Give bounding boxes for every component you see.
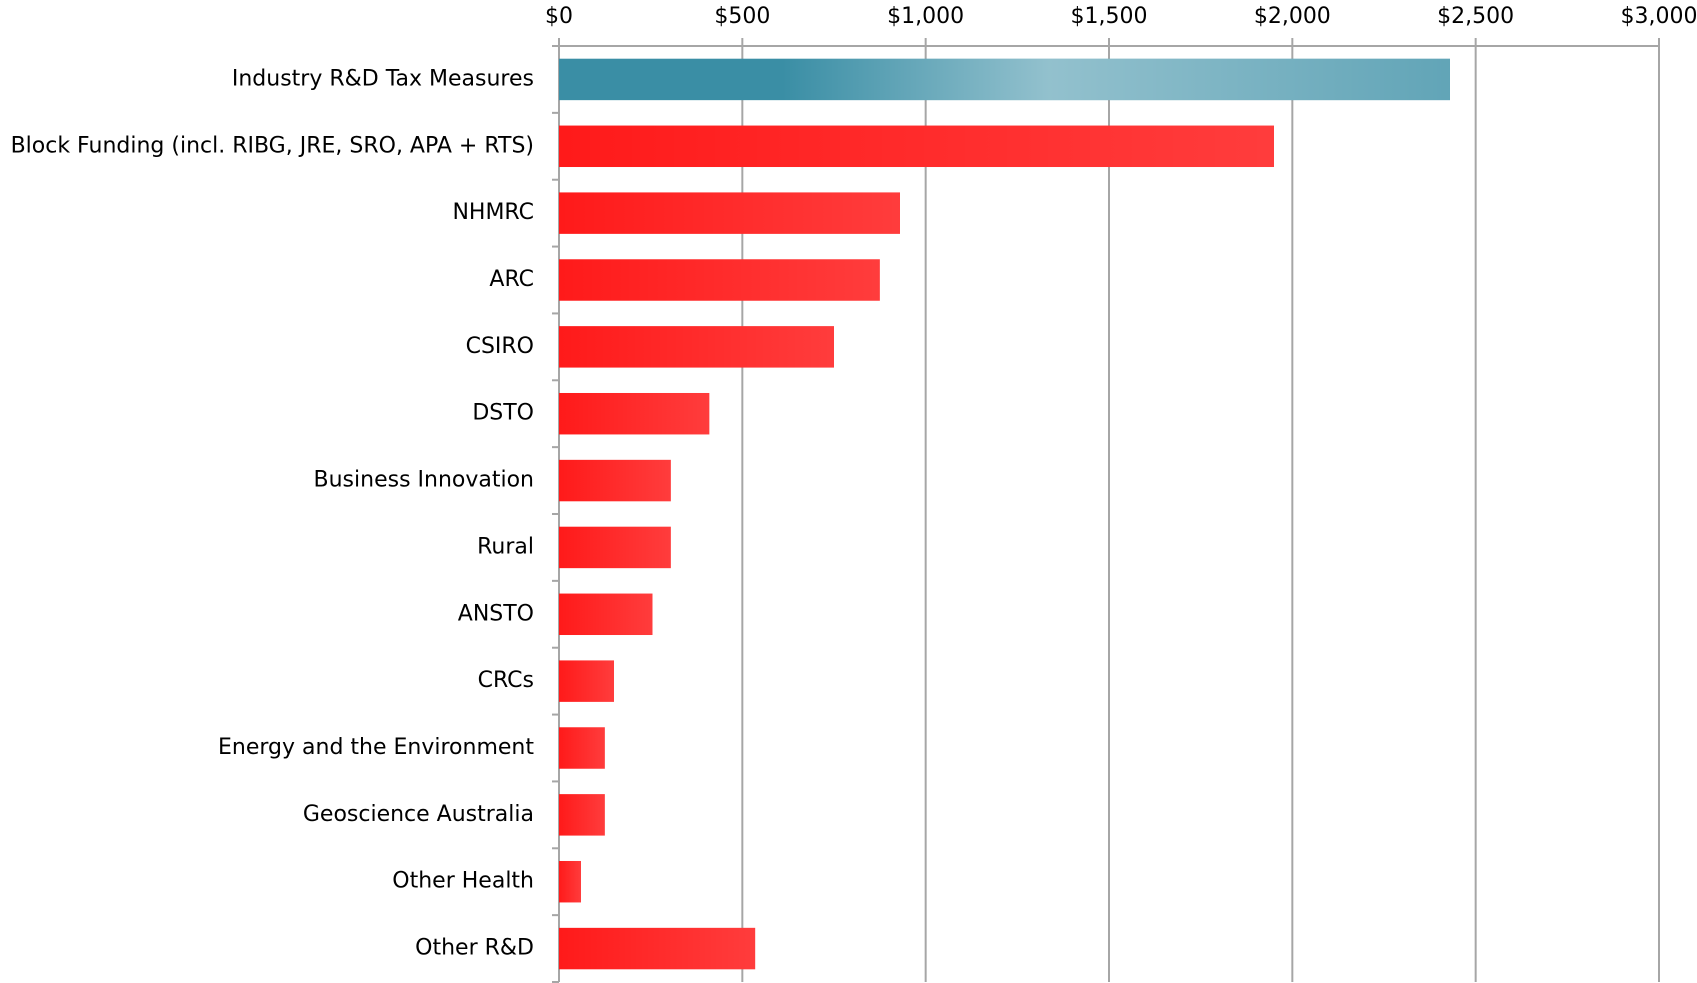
y-tick-label: ANSTO — [458, 601, 534, 626]
y-tick-label: DSTO — [472, 401, 534, 426]
bar — [559, 593, 653, 636]
bar — [559, 259, 880, 301]
bar — [559, 192, 900, 234]
bar — [559, 326, 834, 368]
y-tick-label: Rural — [477, 534, 534, 559]
x-tick-label: $2,000 — [1254, 4, 1331, 29]
bar — [559, 125, 1274, 168]
y-tick-label: Geoscience Australia — [303, 802, 534, 827]
bar — [559, 727, 605, 769]
x-tick-label: $500 — [714, 4, 770, 29]
bar — [559, 794, 605, 836]
y-tick-label: CSIRO — [466, 334, 534, 359]
y-tick-label: Other Health — [392, 869, 534, 894]
y-tick-label: Other R&D — [415, 936, 534, 961]
bar — [559, 459, 671, 502]
bar — [559, 660, 614, 702]
y-tick-label: Energy and the Environment — [218, 735, 534, 760]
x-tick-label: $3,000 — [1621, 4, 1697, 29]
bar — [559, 860, 581, 903]
y-tick-label: ARC — [489, 267, 534, 292]
y-tick-label: Industry R&D Tax Measures — [232, 66, 534, 91]
bar — [559, 927, 756, 970]
x-tick-label: $2,500 — [1437, 4, 1514, 29]
bar — [559, 392, 710, 435]
y-tick-label: Block Funding (incl. RIBG, JRE, SRO, APA… — [11, 133, 534, 158]
bar — [559, 58, 1450, 101]
y-tick-label: NHMRC — [452, 200, 534, 225]
y-tick-label: CRCs — [478, 668, 534, 693]
x-tick-label: $0 — [545, 4, 573, 29]
bar — [559, 526, 671, 569]
x-tick-label: $1,000 — [887, 4, 964, 29]
y-tick-label: Business Innovation — [314, 468, 534, 493]
x-tick-label: $1,500 — [1071, 4, 1148, 29]
